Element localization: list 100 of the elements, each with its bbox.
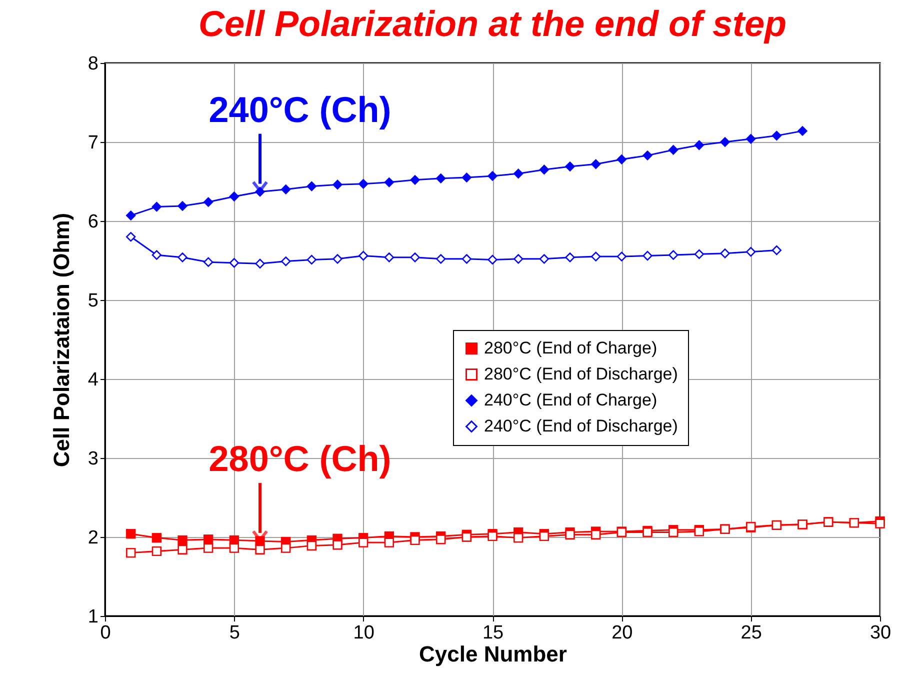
point <box>204 257 214 267</box>
point <box>616 252 626 262</box>
point <box>462 254 472 264</box>
point <box>772 245 782 256</box>
point <box>539 164 549 174</box>
x-tick-label: 5 <box>229 622 240 644</box>
point <box>281 543 291 553</box>
point <box>410 175 420 185</box>
y-tick-label: 2 <box>88 528 98 548</box>
point <box>126 548 136 558</box>
point <box>332 540 342 550</box>
point <box>462 532 472 542</box>
legend-label: 280°C (End of Discharge) <box>484 364 678 384</box>
point <box>668 250 678 260</box>
point <box>591 252 601 262</box>
point <box>384 538 394 548</box>
x-tick-label: 25 <box>740 622 762 644</box>
point <box>126 232 136 242</box>
point <box>436 534 446 544</box>
point <box>668 527 678 538</box>
point <box>514 254 524 264</box>
point <box>384 177 394 188</box>
chart-title: Cell Polarization at the end of step <box>198 3 787 44</box>
point <box>514 168 524 178</box>
y-tick-label: 7 <box>88 132 98 154</box>
point <box>178 252 188 262</box>
point <box>152 250 162 260</box>
y-tick-label: 5 <box>88 290 98 312</box>
point <box>178 201 188 211</box>
point <box>178 544 188 554</box>
point <box>126 529 136 539</box>
point <box>306 540 316 551</box>
point <box>720 248 730 258</box>
point <box>746 134 756 144</box>
point <box>539 254 549 264</box>
point <box>332 254 342 264</box>
point <box>565 162 575 172</box>
y-tick-label: 6 <box>88 212 98 232</box>
point <box>668 145 678 155</box>
point <box>462 172 472 182</box>
point <box>152 546 162 556</box>
y-tick-label: 3 <box>88 448 98 470</box>
point <box>410 252 420 262</box>
point <box>332 180 342 190</box>
point <box>410 535 420 545</box>
point <box>746 246 756 257</box>
point <box>358 179 368 189</box>
y-tick-label: 1 <box>88 606 98 628</box>
point <box>694 140 704 150</box>
point <box>436 254 446 264</box>
point <box>358 250 368 261</box>
point <box>152 202 162 212</box>
point <box>798 126 808 136</box>
point <box>565 252 575 262</box>
point <box>204 543 214 553</box>
point <box>384 252 394 262</box>
point <box>358 538 368 548</box>
annotation: 240°C (Ch) <box>208 88 392 130</box>
x-tick-label: 15 <box>482 622 504 644</box>
legend-label: 280°C (End of Charge) <box>484 338 658 358</box>
point <box>642 250 652 261</box>
point <box>229 543 239 553</box>
point <box>694 249 704 260</box>
point <box>875 518 885 528</box>
x-tick-label: 20 <box>612 622 633 644</box>
point <box>255 544 265 554</box>
point <box>281 256 291 266</box>
x-tick-label: 0 <box>100 622 111 644</box>
point <box>229 258 239 268</box>
point <box>772 130 782 141</box>
point <box>514 532 524 543</box>
point <box>488 171 498 181</box>
point <box>306 181 316 192</box>
point <box>152 532 162 543</box>
annotation: 280°C (Ch) <box>208 438 392 479</box>
point <box>591 159 601 169</box>
point <box>591 530 601 540</box>
point <box>488 531 498 542</box>
legend-label: 240°C (End of Charge) <box>484 390 658 410</box>
y-axis-title: Cell Polarizataion (Ohm) <box>48 212 74 468</box>
point <box>281 184 291 194</box>
point <box>565 530 575 540</box>
point <box>539 531 549 542</box>
point <box>720 137 730 147</box>
point <box>126 210 136 220</box>
point <box>255 258 265 268</box>
point <box>229 192 239 202</box>
point <box>204 197 214 207</box>
y-tick-label: 4 <box>88 370 99 390</box>
x-axis-title: Cycle Number <box>419 642 568 666</box>
point <box>616 154 626 164</box>
point <box>642 150 652 160</box>
y-tick-label: 8 <box>88 54 98 74</box>
point <box>488 254 498 265</box>
legend-label: 240°C (End of Discharge) <box>484 416 678 436</box>
point <box>436 174 446 184</box>
point <box>178 535 188 545</box>
x-tick-label: 30 <box>870 622 892 644</box>
point <box>306 254 316 265</box>
x-tick-label: 10 <box>353 622 374 644</box>
